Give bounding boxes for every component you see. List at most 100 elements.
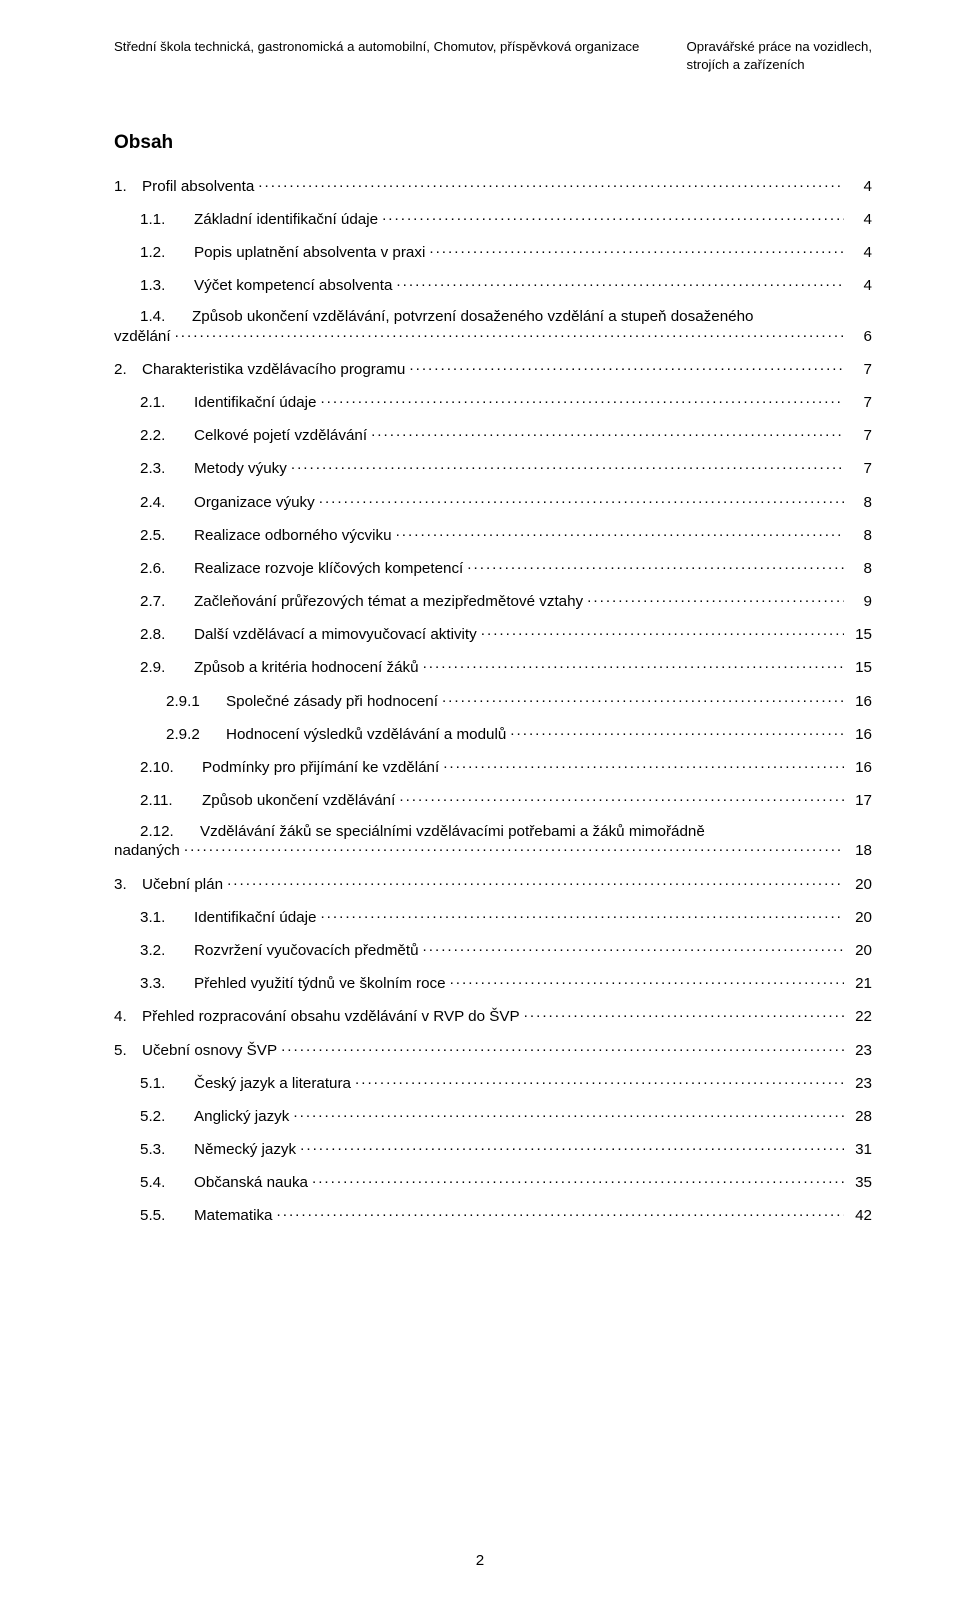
toc-leader: [300, 1139, 844, 1154]
toc-entry-1: 1. Profil absolventa 4: [114, 176, 872, 195]
toc-leader: [587, 591, 844, 606]
header-left: Střední škola technická, gastronomická a…: [114, 38, 639, 56]
toc-leader: [409, 359, 844, 374]
toc-page: 4: [848, 277, 872, 294]
toc-page: 22: [848, 1008, 872, 1025]
toc-num: 2.7.: [140, 593, 192, 610]
toc-entry-2-3: 2.3. Metody výuky 7: [114, 458, 872, 477]
header-right: Opravářské práce na vozidlech, strojích …: [687, 38, 872, 74]
toc-entry-4: 4. Přehled rozpracování obsahu vzděláván…: [114, 1006, 872, 1025]
toc-page: 16: [848, 759, 872, 776]
toc-num: 5.3.: [140, 1141, 192, 1158]
toc-label: Matematika: [194, 1207, 273, 1224]
toc-entry-2-4: 2.4. Organizace výuky 8: [114, 491, 872, 510]
toc-leader: [399, 790, 844, 805]
toc-title: Obsah: [114, 132, 872, 154]
toc-entry-5: 5. Učební osnovy ŠVP 23: [114, 1039, 872, 1058]
toc-label: Začleňování průřezových témat a mezipřed…: [194, 593, 583, 610]
toc-leader: [258, 176, 844, 191]
toc-leader: [293, 1106, 844, 1121]
toc-num: 5.: [114, 1042, 140, 1059]
toc-num: 3.2.: [140, 942, 192, 959]
toc-leader: [184, 840, 844, 855]
toc-label: Německý jazyk: [194, 1141, 296, 1158]
toc-label: Popis uplatnění absolventa v praxi: [194, 244, 425, 261]
toc-entry-2-1: 2.1. Identifikační údaje 7: [114, 392, 872, 411]
toc-label: Metody výuky: [194, 460, 287, 477]
toc-label: Společné zásady při hodnocení: [226, 693, 438, 710]
toc-entry-2-12: 2.12.Vzdělávání žáků se speciálními vzdě…: [114, 823, 872, 859]
toc-num: 2.8.: [140, 626, 192, 643]
toc-num: 2.9.: [140, 659, 192, 676]
toc-num: 4.: [114, 1008, 140, 1025]
toc-label: Realizace odborného výcviku: [194, 527, 392, 544]
toc-page: 42: [848, 1207, 872, 1224]
toc-num: 2.1.: [140, 394, 192, 411]
page-number: 2: [0, 1552, 960, 1569]
toc-page: 8: [848, 527, 872, 544]
toc-entry-2-2: 2.2. Celkové pojetí vzdělávání 7: [114, 425, 872, 444]
toc-page: 21: [848, 975, 872, 992]
toc-label-line2: vzdělání: [114, 328, 171, 345]
toc-page: 7: [848, 427, 872, 444]
toc-page: 17: [848, 792, 872, 809]
toc-label: Hodnocení výsledků vzdělávání a modulů: [226, 726, 506, 743]
toc-label: Anglický jazyk: [194, 1108, 289, 1125]
toc-page: 9: [848, 593, 872, 610]
toc-label: Učební osnovy ŠVP: [142, 1042, 277, 1059]
toc-page: 7: [848, 394, 872, 411]
toc-leader: [175, 325, 844, 340]
toc-page: 35: [848, 1174, 872, 1191]
toc-label: Identifikační údaje: [194, 909, 316, 926]
toc-num: 3.1.: [140, 909, 192, 926]
toc-page: 7: [848, 460, 872, 477]
toc-page: 20: [848, 942, 872, 959]
toc-page: 31: [848, 1141, 872, 1158]
page: Střední škola technická, gastronomická a…: [0, 0, 960, 1599]
toc-page: 4: [848, 211, 872, 228]
toc-entry-1-1: 1.1. Základní identifikační údaje 4: [114, 209, 872, 228]
toc-entry-5-5: 5.5. Matematika 42: [114, 1205, 872, 1224]
toc-leader: [320, 907, 844, 922]
toc-label: Profil absolventa: [142, 178, 254, 195]
toc-leader: [312, 1172, 844, 1187]
toc-label: Způsob ukončení vzdělávání: [202, 792, 395, 809]
toc-label: Další vzdělávací a mimovyučovací aktivit…: [194, 626, 477, 643]
toc-entry-2-9-1: 2.9.1 Společné zásady při hodnocení 16: [114, 690, 872, 709]
toc: 1. Profil absolventa 4 1.1. Základní ide…: [114, 176, 872, 1225]
header-right-line1: Opravářské práce na vozidlech,: [687, 38, 872, 56]
toc-num: 2.4.: [140, 494, 192, 511]
toc-leader: [481, 624, 844, 639]
toc-entry-2: 2. Charakteristika vzdělávacího programu…: [114, 359, 872, 378]
toc-page: 7: [848, 361, 872, 378]
toc-num: 2.2.: [140, 427, 192, 444]
toc-leader: [423, 657, 844, 672]
toc-leader: [396, 275, 844, 290]
toc-num: 1.4.: [140, 308, 192, 325]
toc-page: 8: [848, 494, 872, 511]
toc-num: 3.: [114, 876, 140, 893]
toc-page: 16: [848, 693, 872, 710]
toc-num: 5.5.: [140, 1207, 192, 1224]
toc-label-line2: nadaných: [114, 842, 180, 859]
toc-entry-5-4: 5.4. Občanská nauka 35: [114, 1172, 872, 1191]
toc-label: Podmínky pro přijímání ke vzdělání: [202, 759, 439, 776]
toc-entry-5-3: 5.3. Německý jazyk 31: [114, 1139, 872, 1158]
toc-leader: [291, 458, 844, 473]
toc-entry-2-9: 2.9. Způsob a kritéria hodnocení žáků 15: [114, 657, 872, 676]
toc-label: Občanská nauka: [194, 1174, 308, 1191]
toc-num: 2.12.: [140, 823, 200, 840]
toc-num: 1.1.: [140, 211, 192, 228]
toc-num: 2.6.: [140, 560, 192, 577]
toc-page: 20: [848, 876, 872, 893]
toc-page: 15: [848, 626, 872, 643]
toc-entry-1-3: 1.3. Výčet kompetencí absolventa 4: [114, 275, 872, 294]
toc-num: 5.1.: [140, 1075, 192, 1092]
toc-entry-1-2: 1.2. Popis uplatnění absolventa v praxi …: [114, 242, 872, 261]
toc-entry-2-9-2: 2.9.2 Hodnocení výsledků vzdělávání a mo…: [114, 724, 872, 743]
toc-label: Rozvržení vyučovacích předmětů: [194, 942, 419, 959]
toc-leader: [371, 425, 844, 440]
toc-label: Přehled využití týdnů ve školním roce: [194, 975, 446, 992]
toc-num: 2.10.: [140, 759, 200, 776]
toc-page: 23: [848, 1042, 872, 1059]
